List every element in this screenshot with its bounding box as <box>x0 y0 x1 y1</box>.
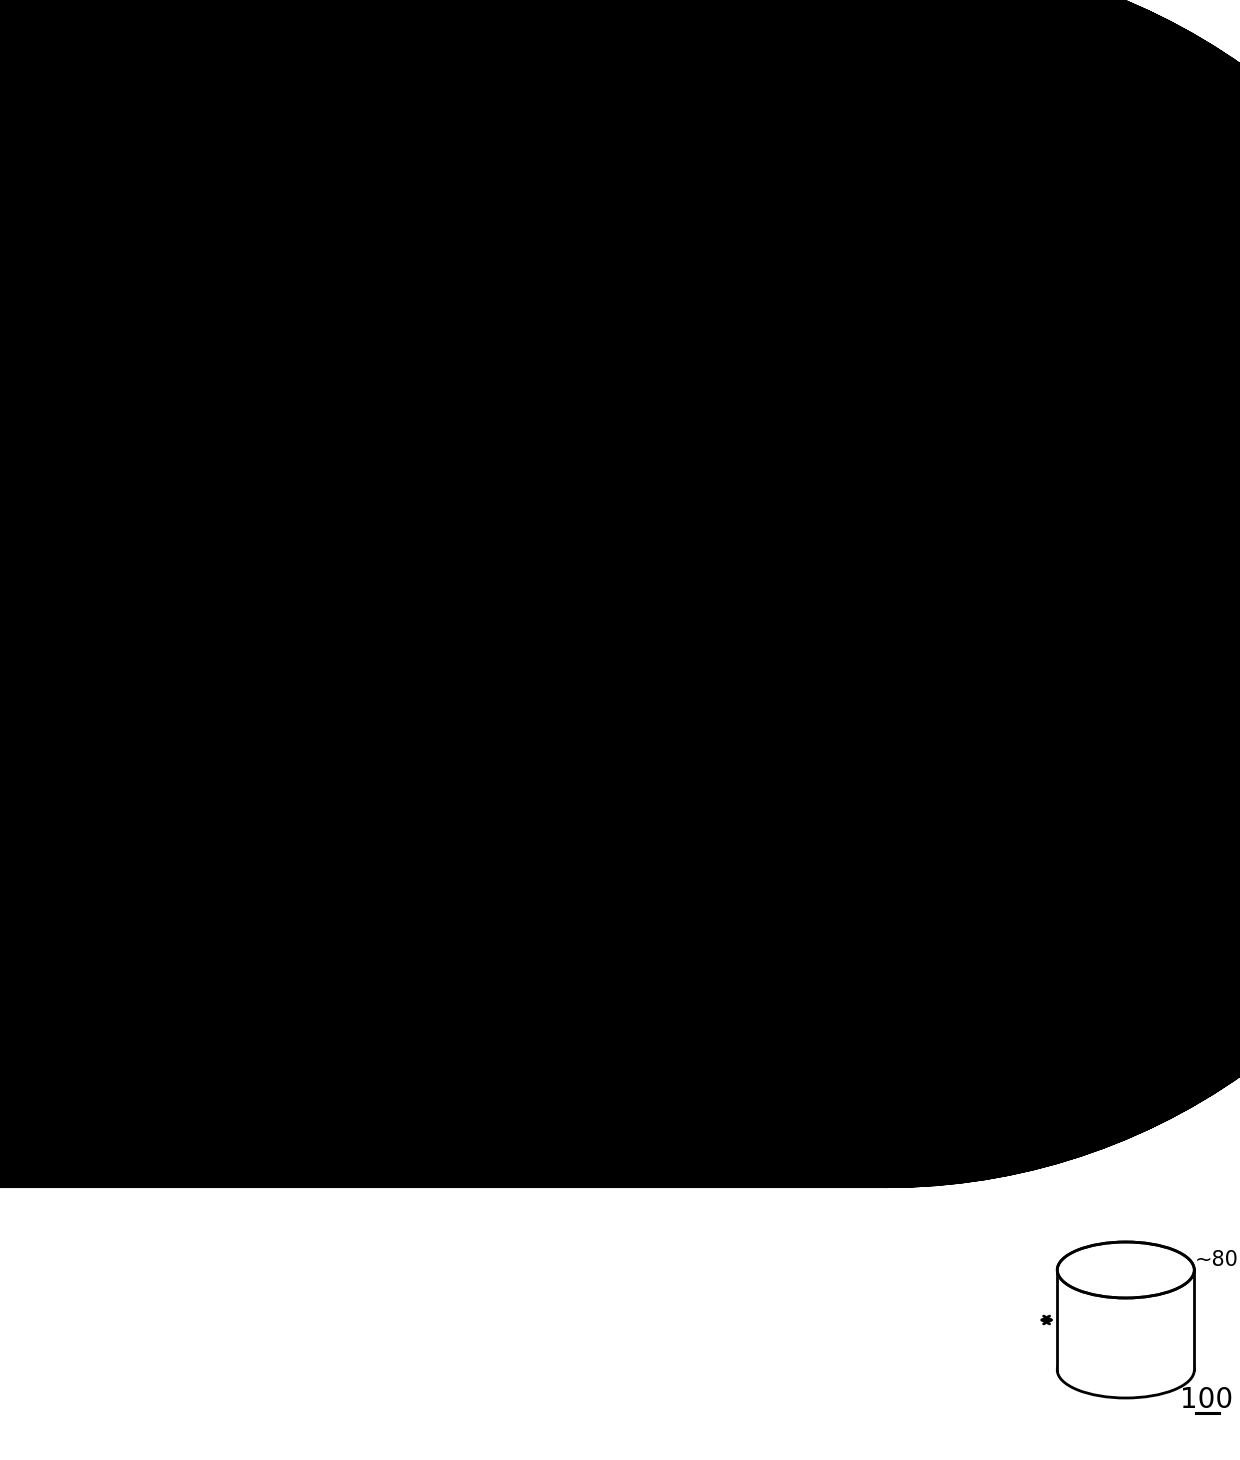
Text: ~62: ~62 <box>1195 839 1239 860</box>
Text: FIG. 1: FIG. 1 <box>982 39 1120 80</box>
Text: 15: 15 <box>993 241 1018 260</box>
Text: ~70: ~70 <box>1195 978 1239 999</box>
Text: 14: 14 <box>941 241 966 260</box>
Bar <box>913 796 923 915</box>
Bar <box>1052 660 1200 950</box>
Bar <box>913 385 923 505</box>
Ellipse shape <box>1058 1342 1194 1399</box>
Text: MEMORY: MEMORY <box>1074 677 1178 698</box>
Text: DISPLAY UNIT: DISPLAY UNIT <box>1045 1021 1207 1040</box>
Bar <box>1052 980 1200 1080</box>
Text: 11: 11 <box>883 241 908 260</box>
Bar <box>952 355 965 534</box>
Text: DIGITAL SIGNAL
PROCESSING UNIT: DIGITAL SIGNAL PROCESSING UNIT <box>1019 514 1233 556</box>
Text: FRAME MEMORY: FRAME MEMORY <box>1037 729 1215 748</box>
Text: CONTROL UNIT: CONTROL UNIT <box>1033 320 1219 340</box>
Bar <box>1052 439 1200 631</box>
Bar <box>1058 1270 1194 1369</box>
Text: ~61: ~61 <box>1195 695 1239 715</box>
Text: 25: 25 <box>993 651 1018 670</box>
Text: 23: 23 <box>915 651 940 670</box>
Bar <box>928 385 937 505</box>
Text: 24: 24 <box>941 651 966 670</box>
Bar <box>1058 845 1194 920</box>
Text: 100: 100 <box>1180 1386 1233 1413</box>
Bar <box>952 765 965 945</box>
Text: ~30: ~30 <box>1195 250 1239 270</box>
Bar <box>1052 250 1200 410</box>
Text: 10: 10 <box>970 241 994 260</box>
Text: 13: 13 <box>915 241 940 260</box>
Ellipse shape <box>1058 1242 1194 1298</box>
Ellipse shape <box>1058 1242 1194 1298</box>
Text: AD
CONVERTER: AD CONVERTER <box>931 844 1063 886</box>
Text: AD
CONVERTER: AD CONVERTER <box>931 435 1063 476</box>
Bar <box>878 310 1027 600</box>
Bar <box>878 720 1027 1010</box>
Text: 22: 22 <box>900 651 925 670</box>
Text: 12: 12 <box>900 241 925 260</box>
Text: ~60: ~60 <box>1195 660 1239 680</box>
Ellipse shape <box>889 769 905 940</box>
Text: 20: 20 <box>970 651 994 670</box>
Bar <box>1058 699 1194 775</box>
Bar <box>928 796 937 915</box>
Bar <box>972 755 1022 975</box>
Text: ~40: ~40 <box>1195 439 1239 460</box>
Text: ~80: ~80 <box>1195 1250 1239 1270</box>
Text: ~90: ~90 <box>1004 1120 1049 1140</box>
Ellipse shape <box>889 361 905 530</box>
Text: FRAME MEMORY: FRAME MEMORY <box>1037 873 1215 892</box>
Text: 21: 21 <box>883 651 908 670</box>
Bar <box>972 345 1022 565</box>
